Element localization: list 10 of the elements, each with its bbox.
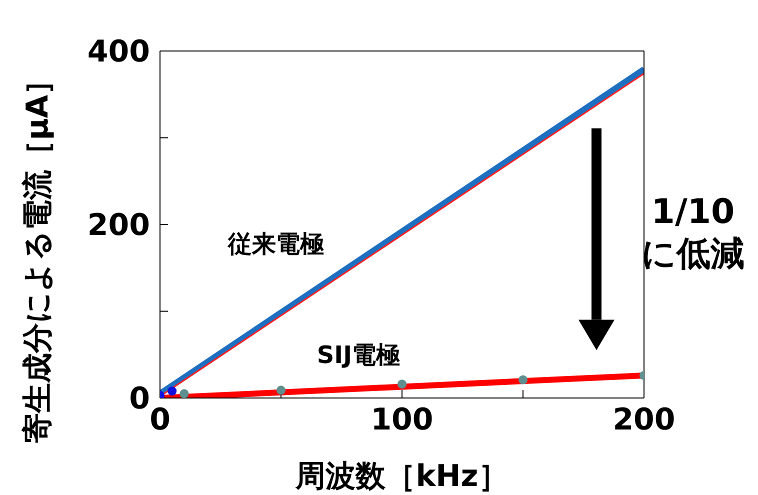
x-axis-title: 周波数［kHz］	[294, 459, 508, 494]
text: 1/10	[651, 192, 735, 232]
y-axis-title: 寄生成分による電流［μA］	[20, 64, 56, 444]
x-tick-label: 200	[612, 402, 676, 438]
series-label: SIJ電極	[316, 341, 400, 370]
x-tick-label: 100	[370, 402, 434, 438]
series-label: 従来電極	[227, 230, 324, 258]
annotation: に低減	[642, 234, 744, 274]
y-tick-label: 200	[87, 208, 150, 244]
y-tick-label: 400	[87, 34, 150, 70]
